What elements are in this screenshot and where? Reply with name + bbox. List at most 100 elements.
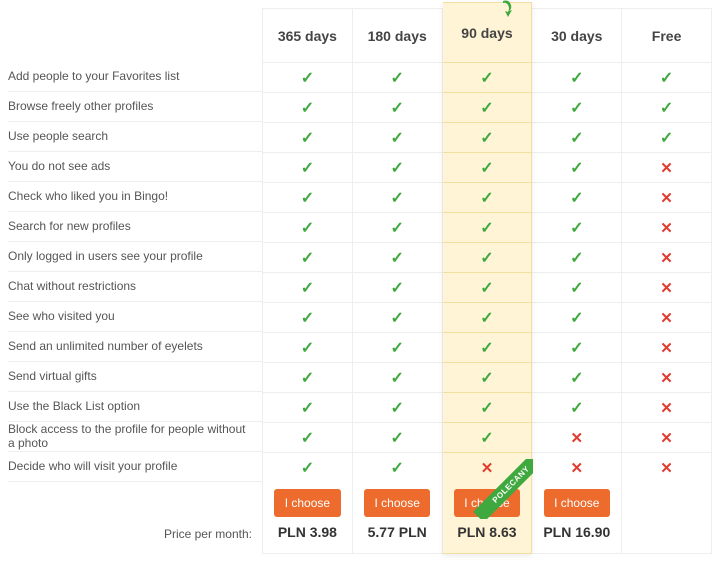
plan-header: 365 days — [263, 9, 352, 63]
cross-icon: ✕ — [660, 459, 673, 477]
choose-button[interactable]: I choose — [454, 489, 520, 517]
cross-icon: ✕ — [660, 369, 673, 387]
check-icon: ✓ — [480, 428, 493, 448]
plan-price — [622, 515, 711, 545]
feature-cell: ✕ — [622, 333, 711, 363]
check-icon: ✓ — [660, 98, 673, 118]
check-icon: ✓ — [301, 218, 314, 238]
feature-cell: ✓ — [353, 273, 442, 303]
check-icon: ✓ — [390, 368, 403, 388]
feature-cell: ✓ — [263, 153, 352, 183]
check-icon: ✓ — [301, 68, 314, 88]
check-icon: ✓ — [390, 458, 403, 478]
feature-cell: ✕ — [622, 183, 711, 213]
cross-icon: ✕ — [571, 429, 584, 447]
arrow-down-icon — [499, 0, 517, 22]
check-icon: ✓ — [480, 98, 493, 118]
check-icon: ✓ — [301, 128, 314, 148]
feature-cell: ✓ — [263, 333, 352, 363]
check-icon: ✓ — [301, 158, 314, 178]
check-icon: ✓ — [570, 158, 583, 178]
feature-cell: ✕ — [622, 273, 711, 303]
feature-cell: ✕ — [622, 363, 711, 393]
feature-cell: ✓ — [263, 123, 352, 153]
choose-button-wrap: I choose — [532, 483, 621, 517]
choose-button-wrap: I choose — [263, 483, 352, 517]
plan-title: 90 days — [461, 25, 512, 41]
check-icon: ✓ — [480, 158, 493, 178]
plan-header: 30 days — [532, 9, 621, 63]
check-icon: ✓ — [570, 188, 583, 208]
feature-cell: ✓ — [443, 363, 532, 393]
feature-cell: ✕ — [622, 153, 711, 183]
feature-cell: ✕ — [532, 453, 621, 483]
check-icon: ✓ — [480, 368, 493, 388]
feature-cell: ✓ — [443, 183, 532, 213]
feature-cell: ✕ — [622, 243, 711, 273]
check-icon: ✓ — [570, 248, 583, 268]
feature-cell: ✓ — [443, 393, 532, 423]
check-icon: ✓ — [570, 128, 583, 148]
feature-cell: ✓ — [532, 123, 621, 153]
check-icon: ✓ — [660, 68, 673, 88]
check-icon: ✓ — [390, 128, 403, 148]
feature-cell: ✓ — [353, 123, 442, 153]
choose-button[interactable]: I choose — [364, 489, 430, 517]
feature-label: You do not see ads — [8, 152, 262, 182]
check-icon: ✓ — [390, 308, 403, 328]
feature-cell: ✓ — [353, 63, 442, 93]
feature-cell: ✓ — [532, 93, 621, 123]
check-icon: ✓ — [480, 248, 493, 268]
check-icon: ✓ — [390, 98, 403, 118]
check-icon: ✓ — [390, 158, 403, 178]
choose-button[interactable]: I choose — [544, 489, 610, 517]
feature-cell: ✓ — [263, 363, 352, 393]
feature-cell: ✕ — [443, 453, 532, 483]
feature-cell: ✓ — [443, 153, 532, 183]
feature-cell: ✓ — [532, 333, 621, 363]
plan-price: PLN 16.90 — [532, 517, 621, 547]
feature-cell: ✓ — [443, 123, 532, 153]
check-icon: ✓ — [480, 218, 493, 238]
plan-price: 5.77 PLN — [353, 517, 442, 547]
check-icon: ✓ — [390, 68, 403, 88]
plan-title: Free — [652, 28, 682, 44]
feature-cell: ✓ — [353, 453, 442, 483]
plan-header: 90 days — [443, 3, 532, 63]
cross-icon: ✕ — [571, 459, 584, 477]
plan-title: 180 days — [368, 28, 427, 44]
feature-cell: ✓ — [443, 303, 532, 333]
check-icon: ✓ — [480, 398, 493, 418]
plans-container: 365 days✓✓✓✓✓✓✓✓✓✓✓✓✓✓I choosePLN 3.9818… — [262, 8, 712, 554]
feature-label: Only logged in users see your profile — [8, 242, 262, 272]
pricing-table: Add people to your Favorites listBrowse … — [8, 8, 712, 554]
feature-cell: ✓ — [532, 303, 621, 333]
feature-labels-column: Add people to your Favorites listBrowse … — [8, 8, 262, 554]
feature-cell: ✓ — [263, 423, 352, 453]
feature-cell: ✓ — [353, 213, 442, 243]
feature-cell: ✓ — [353, 333, 442, 363]
feature-cell: ✓ — [353, 423, 442, 453]
feature-cell: ✓ — [263, 243, 352, 273]
choose-button-wrap — [622, 483, 711, 515]
feature-cell: ✓ — [532, 63, 621, 93]
feature-cell: ✓ — [443, 273, 532, 303]
check-icon: ✓ — [570, 308, 583, 328]
choose-button[interactable]: I choose — [274, 489, 340, 517]
check-icon: ✓ — [301, 458, 314, 478]
feature-cell: ✓ — [353, 243, 442, 273]
check-icon: ✓ — [570, 368, 583, 388]
feature-cell: ✓ — [622, 123, 711, 153]
cross-icon: ✕ — [660, 189, 673, 207]
feature-cell: ✓ — [263, 93, 352, 123]
price-per-month-label: Price per month: — [8, 516, 262, 552]
feature-cell: ✓ — [263, 213, 352, 243]
feature-cell: ✕ — [622, 303, 711, 333]
feature-label: Send an unlimited number of eyelets — [8, 332, 262, 362]
check-icon: ✓ — [301, 278, 314, 298]
check-icon: ✓ — [480, 68, 493, 88]
check-icon: ✓ — [570, 398, 583, 418]
feature-label: Use the Black List option — [8, 392, 262, 422]
feature-cell: ✕ — [532, 423, 621, 453]
feature-cell: ✓ — [532, 243, 621, 273]
